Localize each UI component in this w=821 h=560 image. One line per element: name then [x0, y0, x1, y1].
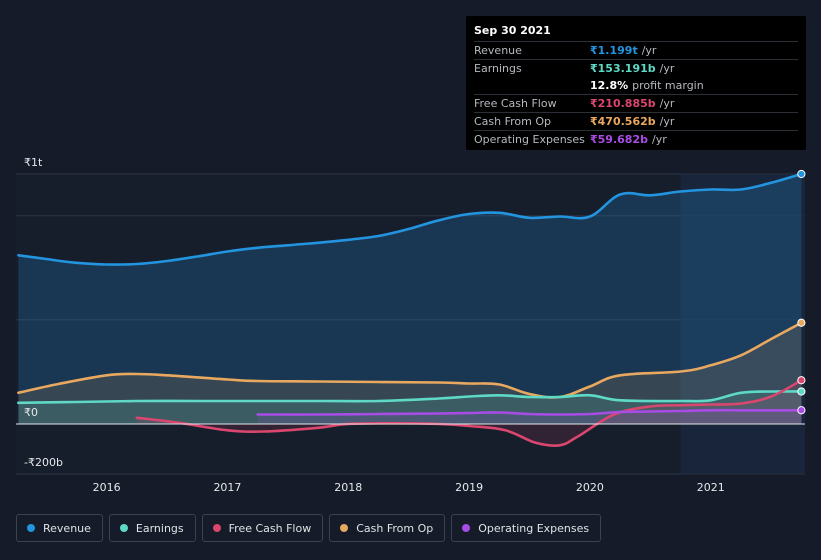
y-tick-label: ₹0 — [24, 406, 38, 419]
earnings-area — [18, 391, 802, 424]
cash-from-op-endpoint — [797, 318, 806, 327]
free-cash-flow-endpoint — [797, 376, 806, 385]
x-tick-label: 2021 — [697, 481, 725, 494]
tooltip-row-label: Earnings — [474, 62, 522, 75]
legend-label: Revenue — [43, 521, 91, 535]
y-tick-label: -₹200b — [24, 456, 63, 469]
tooltip-row: Free Cash Flow ₹210.885b/yr — [474, 95, 798, 113]
revenue-area — [18, 174, 802, 424]
tooltip-row: Operating Expenses ₹59.682b/yr — [474, 131, 798, 148]
legend-label: Cash From Op — [356, 521, 434, 535]
tooltip-row-value: ₹59.682b — [590, 133, 648, 146]
revenue-line — [17, 172, 803, 266]
tooltip-row-value: 12.8% — [590, 79, 629, 92]
tooltip-row-unit: /yr — [659, 115, 675, 128]
legend-label: Operating Expenses — [478, 521, 590, 535]
financial-chart: ₹1t ₹0 -₹200b 2016 2017 2018 2019 2020 2021 — [16, 156, 806, 494]
tooltip-row: Cash From Op ₹470.562b/yr — [474, 113, 798, 131]
legend-dot-icon — [119, 524, 128, 532]
legend-dot-icon — [212, 524, 221, 532]
legend-item-operating-expenses[interactable]: Operating Expenses — [451, 514, 602, 542]
tooltip-row-label: Revenue — [474, 44, 522, 57]
cash-from-op-line — [17, 321, 803, 399]
tooltip-row-value: ₹153.191b — [590, 62, 656, 75]
tooltip-row-unit: /yr — [651, 133, 667, 146]
tooltip-row-unit: /yr — [641, 44, 657, 57]
tooltip-row-value: ₹470.562b — [590, 115, 656, 128]
legend-label: Free Cash Flow — [228, 521, 312, 535]
operating-expenses-area — [257, 410, 802, 424]
x-tick-label: 2016 — [93, 481, 121, 494]
tooltip-row-label — [474, 77, 590, 94]
tooltip: Sep 30 2021 Revenue ₹1.199t/yr Earnings ₹15… — [466, 16, 806, 150]
chart-axes: ₹1t ₹0 -₹200b 2016 2017 2018 2019 2020 2021 — [24, 156, 725, 494]
legend-dot-icon — [462, 524, 471, 532]
tooltip-row-label: Cash From Op — [474, 115, 552, 128]
legend-dot-icon — [340, 524, 349, 532]
x-tick-label: 2017 — [213, 481, 241, 494]
tooltip-row-unit: profit margin — [632, 79, 704, 92]
tooltip-row: 12.8% profit margin — [474, 77, 798, 95]
tooltip-row-unit: /yr — [659, 62, 675, 75]
legend: Revenue Earnings Free Cash Flow Cash From O… — [16, 514, 607, 542]
tooltip-row: Revenue ₹1.199t/yr — [474, 42, 798, 60]
legend-label: Earnings — [135, 521, 184, 535]
x-tick-label: 2018 — [334, 481, 362, 494]
legend-item-earnings[interactable]: Earnings — [108, 514, 196, 542]
tooltip-row-value: ₹210.885b — [590, 97, 656, 110]
legend-item-cash-from-op[interactable]: Cash From Op — [329, 514, 446, 542]
tooltip-row: Earnings ₹153.191b/yr — [474, 60, 798, 77]
earnings-line — [17, 390, 803, 405]
earnings-endpoint — [797, 387, 806, 396]
y-tick-label: ₹1t — [24, 156, 43, 169]
legend-item-revenue[interactable]: Revenue — [16, 514, 103, 542]
free-cash-flow-area — [136, 380, 802, 446]
tooltip-row-label: Operating Expenses — [474, 133, 585, 146]
tooltip-row-value: ₹1.199t — [590, 44, 638, 57]
chart-series — [16, 169, 806, 448]
operating-expenses-endpoint — [797, 406, 806, 415]
tooltip-row-label: Free Cash Flow — [474, 97, 557, 110]
tooltip-row-unit: /yr — [659, 97, 675, 110]
x-tick-label: 2020 — [576, 481, 604, 494]
operating-expenses-line — [256, 408, 803, 416]
free-cash-flow-line — [135, 379, 803, 448]
revenue-endpoint — [797, 169, 806, 179]
legend-dot-icon — [27, 524, 35, 532]
x-tick-label: 2019 — [455, 481, 483, 494]
legend-item-free-cash-flow[interactable]: Free Cash Flow — [201, 514, 324, 542]
tooltip-date: Sep 30 2021 — [474, 23, 798, 42]
